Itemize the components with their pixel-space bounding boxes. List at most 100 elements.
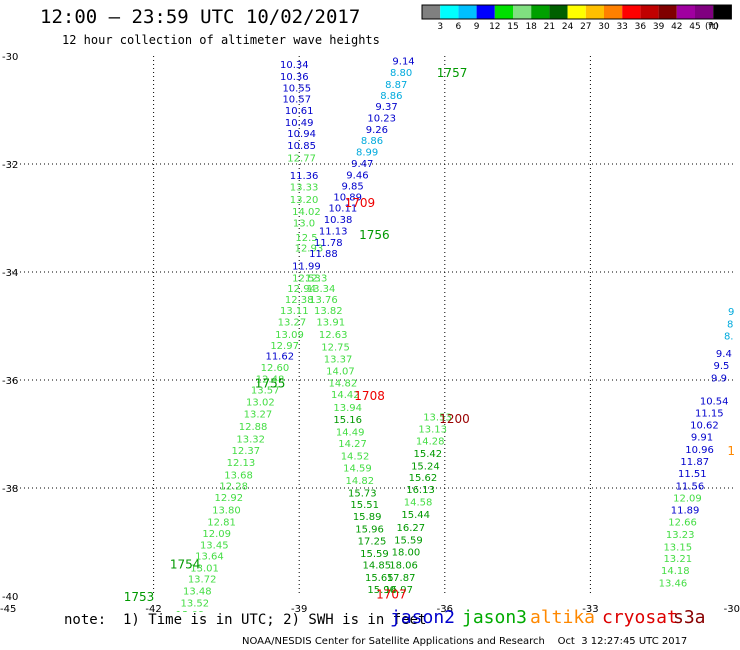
wave-height-point: 12.5 [295, 233, 317, 244]
wave-height-point: 15.24 [411, 461, 440, 472]
wave-height-point: 12.09 [202, 529, 231, 540]
colorbar-tick-label: 30 [598, 22, 610, 32]
wave-height-point: 15.90 [367, 585, 396, 596]
wave-height-point: 16.13 [406, 485, 435, 496]
wave-height-point: 14.49 [336, 427, 365, 438]
legend-jason2: jason2 [390, 607, 456, 628]
wave-height-point: 11.78 [314, 238, 343, 249]
chart-title: 12:00 – 23:59 UTC 10/02/2017 [40, 6, 361, 28]
y-tick-label: -32 [2, 160, 18, 171]
colorbar-swatch [513, 5, 532, 19]
wave-height-point: 10.89 [333, 192, 362, 203]
colorbar-tick-label: 24 [561, 22, 574, 32]
wave-height-point: 10.49 [285, 118, 314, 129]
colorbar-swatch [494, 5, 513, 19]
wave-height-point: 11.51 [678, 469, 707, 480]
footnote: note: 1) Time is in UTC; 2) SWH is in fe… [64, 612, 427, 628]
colorbar-swatch [567, 5, 586, 19]
wave-height-point: 12.66 [668, 517, 697, 528]
wave-height-point: 8.80 [390, 68, 412, 79]
wave-height-point: 12.94 [287, 284, 316, 295]
y-tick-label: -36 [2, 376, 18, 387]
wave-height-point: 14.82 [346, 476, 375, 487]
y-tick-label: -30 [2, 52, 18, 63]
colorbar-frame [421, 4, 732, 20]
wave-height-point: 13.23 [666, 530, 695, 541]
legend-altika: altika [530, 607, 596, 628]
wave-height-point: 10.62 [690, 420, 719, 431]
wave-height-point: 11.15 [695, 408, 724, 419]
colorbar-swatch [695, 5, 714, 19]
wave-height-point: 9.4 [716, 349, 732, 360]
wave-height-point: 10.94 [287, 129, 316, 140]
x-tick-label: -30 [724, 604, 740, 612]
wave-height-point: 12.93 [295, 244, 324, 255]
colorbar-unit: (ft) [705, 22, 719, 32]
wave-height-point: 13.80 [212, 506, 241, 517]
wave-height-point: 12.53 [292, 273, 321, 284]
colorbar-swatch [549, 5, 568, 19]
wave-height-point: 12.63 [319, 330, 348, 341]
pass-time-label: 1754 [170, 558, 201, 572]
colorbar-swatch [440, 5, 459, 19]
wave-height-point: 10.61 [285, 106, 314, 117]
wave-height-point: 9.91 [691, 433, 713, 444]
wave-height-point: 13.09 [275, 330, 304, 341]
colorbar-tick-label: 45 [689, 22, 701, 32]
colorbar-swatch [658, 5, 677, 19]
pass-time-label: 1707 [376, 587, 407, 601]
pass-time-label: 1709 [345, 196, 376, 210]
wave-height-point: 10.57 [282, 95, 311, 106]
x-tick-label: -42 [145, 604, 161, 612]
wave-height-point: 13.57 [251, 386, 280, 397]
colorbar [421, 4, 732, 20]
wave-height-point: 15.62 [409, 473, 438, 484]
colorbar-swatch [585, 5, 604, 19]
wave-height-point: 14.02 [292, 207, 321, 218]
wave-height-point: 12.48 [256, 374, 285, 385]
colorbar-tick-label: 36 [634, 22, 647, 32]
pass-time-label: 1757 [437, 66, 468, 80]
wave-height-point: 9.37 [375, 102, 397, 113]
wave-height-point: 13.91 [316, 318, 345, 329]
colorbar-tick-label: 70 [707, 22, 719, 32]
pass-time-label: 1200 [439, 412, 470, 426]
wave-height-point: 15.89 [353, 512, 382, 523]
wave-height-point: 13.72 [188, 575, 217, 586]
wave-height-point: 10.55 [282, 83, 311, 94]
wave-height-point: 13.64 [195, 552, 224, 563]
wave-height-point: 9.85 [341, 182, 363, 193]
wave-height-point: 13.34 [307, 284, 336, 295]
colorbar-tick-label: 3 [437, 22, 444, 32]
wave-height-point: 18.06 [389, 561, 418, 572]
wave-height-point: 12.88 [239, 422, 268, 433]
colorbar-tick-label: 15 [507, 22, 519, 32]
wave-height-point: 14.28 [416, 436, 445, 447]
wave-height-point: 13.82 [314, 306, 343, 317]
wave-height-point: 9 [728, 307, 734, 318]
wave-height-point: 13.13 [418, 425, 447, 436]
pass-time-label: 1708 [354, 389, 385, 403]
wave-height-point: 13.76 [309, 295, 338, 306]
wave-height-point: 13.11 [280, 306, 309, 317]
x-tick-label: -39 [291, 604, 307, 612]
wave-height-point: 12.75 [321, 343, 350, 354]
wave-height-point: 15.16 [333, 415, 362, 426]
wave-height-point: 14.27 [338, 439, 367, 450]
x-tick-label: -45 [0, 604, 16, 612]
wave-height-point: 10.54 [700, 397, 729, 408]
wave-height-point: 8 [727, 319, 733, 330]
wave-height-point: 12.77 [287, 154, 316, 165]
wave-height-point: 12.92 [215, 493, 244, 504]
wave-height-point: 12.97 [270, 341, 299, 352]
wave-height-point: 14.59 [343, 463, 372, 474]
wave-height-point: 14.18 [661, 566, 690, 577]
wave-height-point: 8.86 [361, 136, 383, 147]
wave-height-point: 13.45 [200, 541, 229, 552]
wave-height-point: 14.85 [363, 561, 392, 572]
wave-height-point: 9.47 [351, 159, 373, 170]
colorbar-tick-label: 42 [671, 22, 683, 32]
wave-height-point: 11.89 [671, 506, 700, 517]
wave-height-point: 12.09 [673, 494, 702, 505]
wave-height-point: 9.26 [366, 125, 388, 136]
